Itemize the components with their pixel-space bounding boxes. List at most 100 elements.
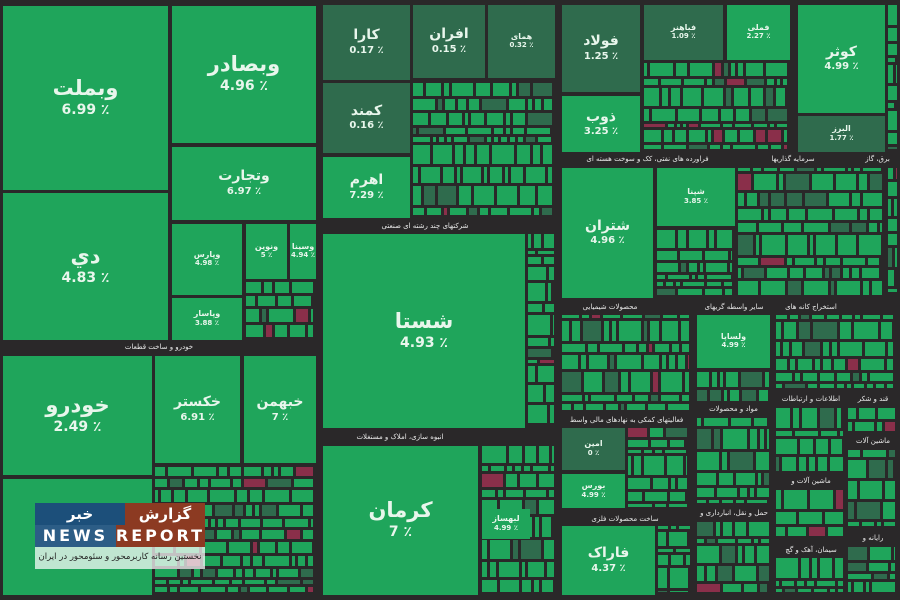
small-stock-tile[interactable] [491,208,507,215]
small-stock-tile[interactable] [528,385,543,402]
small-stock-tile[interactable] [697,473,716,485]
small-stock-tile[interactable] [484,167,487,183]
small-stock-tile[interactable] [762,235,785,255]
small-stock-tile[interactable] [482,490,495,497]
small-stock-tile[interactable] [744,584,757,592]
small-stock-tile[interactable] [838,589,843,592]
small-stock-tile[interactable] [534,580,539,592]
small-stock-tile[interactable] [203,569,215,577]
small-stock-tile[interactable] [872,281,882,295]
small-stock-tile[interactable] [688,355,689,369]
small-stock-tile[interactable] [241,519,260,527]
small-stock-tile[interactable] [888,103,894,108]
small-stock-tile[interactable] [723,429,747,449]
small-stock-tile[interactable] [533,145,540,164]
small-stock-tile[interactable] [776,439,797,454]
small-stock-tile[interactable] [678,289,702,295]
small-stock-tile[interactable] [520,186,535,205]
small-stock-tile[interactable] [717,488,737,497]
small-stock-tile[interactable] [848,359,858,370]
small-stock-tile[interactable] [843,258,865,265]
small-stock-tile[interactable] [262,505,276,516]
small-stock-tile[interactable] [518,137,523,142]
small-stock-tile[interactable] [756,235,759,255]
small-stock-tile[interactable] [883,502,895,519]
small-stock-tile[interactable] [818,457,827,471]
small-stock-tile[interactable] [438,186,456,205]
small-stock-tile[interactable] [776,457,779,471]
small-stock-tile[interactable] [896,65,897,83]
small-stock-tile[interactable] [800,439,813,454]
small-stock-tile[interactable] [812,315,824,319]
small-stock-tile[interactable] [269,587,287,592]
small-stock-tile[interactable] [649,344,652,352]
small-stock-tile[interactable] [413,208,424,215]
small-stock-tile[interactable] [619,321,641,341]
small-stock-tile[interactable] [265,556,289,566]
small-stock-tile[interactable] [689,124,698,127]
small-stock-tile[interactable] [817,258,823,265]
small-stock-tile[interactable] [542,208,552,215]
small-stock-tile[interactable] [670,492,685,501]
small-stock-tile[interactable] [768,109,787,121]
small-stock-tile[interactable] [651,395,658,401]
small-stock-tile[interactable] [756,452,769,470]
small-stock-tile[interactable] [799,322,810,339]
small-stock-tile[interactable] [671,526,676,529]
small-stock-tile[interactable] [866,582,869,592]
small-stock-tile[interactable] [824,168,845,171]
small-stock-tile[interactable] [782,581,794,586]
small-stock-tile[interactable] [707,566,715,581]
small-stock-tile[interactable] [528,349,551,357]
small-stock-tile[interactable] [814,589,827,592]
small-stock-tile[interactable] [655,344,669,352]
small-stock-tile[interactable] [689,263,697,272]
small-stock-tile[interactable] [506,490,523,497]
small-stock-tile[interactable] [817,581,835,586]
small-stock-tile[interactable] [861,359,884,370]
small-stock-tile[interactable] [797,581,804,586]
small-stock-tile[interactable] [562,404,571,410]
small-stock-tile[interactable] [245,580,264,584]
small-stock-tile[interactable] [482,446,506,463]
small-stock-tile[interactable] [741,372,762,387]
small-stock-tile[interactable] [810,235,813,255]
small-stock-tile[interactable] [859,408,875,419]
small-stock-tile[interactable] [676,549,690,552]
small-stock-tile[interactable] [749,522,769,536]
small-stock-tile[interactable] [825,268,829,278]
small-stock-tile[interactable] [768,130,781,142]
small-stock-tile[interactable] [684,79,704,85]
small-stock-tile[interactable] [264,282,272,293]
small-stock-tile[interactable] [308,556,313,566]
tile-homay[interactable]: همای 0.32 ٪ [488,5,555,78]
small-stock-tile[interactable] [825,512,843,524]
small-stock-tile[interactable] [682,395,689,401]
small-stock-tile[interactable] [250,490,262,502]
small-stock-tile[interactable] [413,128,416,134]
small-stock-tile[interactable] [610,355,614,369]
small-stock-tile[interactable] [155,569,177,577]
small-stock-tile[interactable] [889,450,895,457]
small-stock-tile[interactable] [470,137,484,142]
small-stock-tile[interactable] [888,270,894,286]
small-stock-tile[interactable] [738,168,750,171]
small-stock-tile[interactable] [761,539,769,543]
small-stock-tile[interactable] [155,479,167,487]
small-stock-tile[interactable] [738,209,761,220]
small-stock-tile[interactable] [623,315,642,318]
small-stock-tile[interactable] [731,251,732,260]
small-stock-tile[interactable] [726,372,738,387]
small-stock-tile[interactable] [747,500,767,503]
small-stock-tile[interactable] [678,355,685,369]
small-stock-tile[interactable] [546,385,554,402]
small-stock-tile[interactable] [669,532,687,546]
tile-fameli[interactable]: فملی 2.27 ٪ [727,5,790,60]
small-stock-tile[interactable] [798,589,811,592]
small-stock-tile[interactable] [870,209,882,220]
small-stock-tile[interactable] [888,234,897,245]
small-stock-tile[interactable] [832,342,837,356]
small-stock-tile[interactable] [726,88,731,106]
small-stock-tile[interactable] [670,440,684,447]
small-stock-tile[interactable] [511,167,523,183]
